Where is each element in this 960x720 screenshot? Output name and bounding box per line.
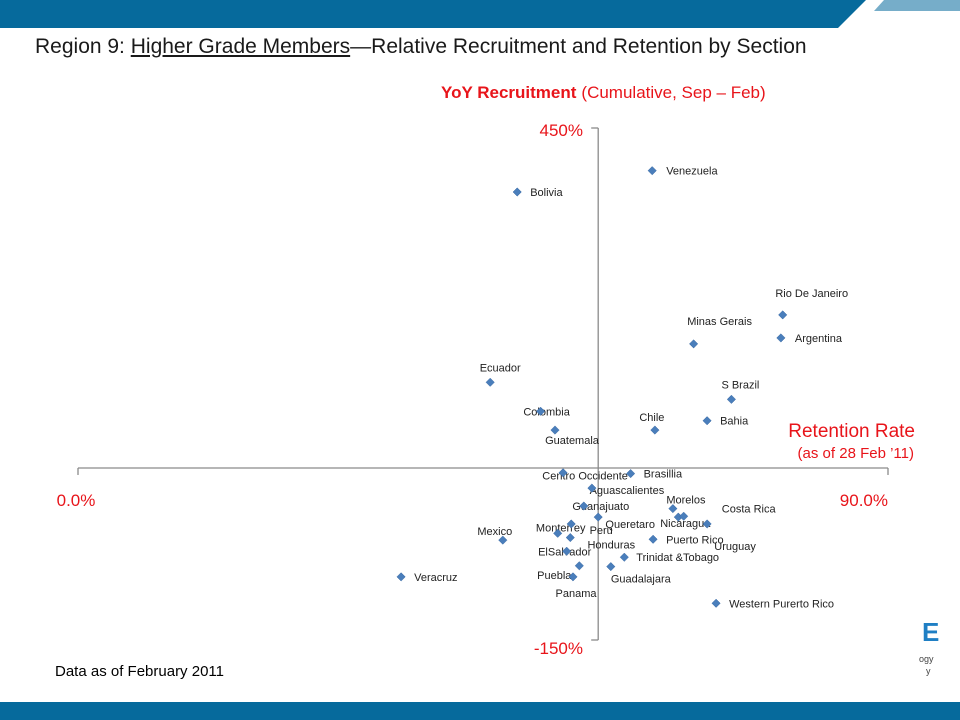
point-marker	[776, 333, 786, 343]
point-marker	[565, 533, 575, 543]
point-label: Aguascalientes	[590, 485, 665, 497]
x-tick-label-left: 0.0%	[57, 491, 96, 510]
point-label: Queretaro	[605, 519, 655, 531]
point-label: Puerto Rico	[666, 534, 723, 546]
point-marker	[550, 425, 560, 435]
point-marker	[702, 519, 712, 529]
top-banner-corner	[874, 0, 960, 11]
y-axis-title-main: YoY Recruitment	[441, 83, 577, 102]
logo-mark: E	[922, 618, 940, 647]
point-marker	[648, 534, 658, 544]
x-axis-title: Retention Rate	[788, 421, 915, 442]
x-tick-label-right: 90.0%	[840, 491, 888, 510]
bottom-banner	[0, 702, 960, 720]
point-marker	[647, 166, 657, 176]
point-marker	[619, 552, 629, 562]
point-label: Ecuador	[480, 362, 521, 374]
point-marker	[689, 339, 699, 349]
point-marker	[668, 504, 678, 514]
point-marker	[650, 425, 660, 435]
point-marker	[396, 572, 406, 582]
point-label: Guatemala	[545, 435, 600, 447]
point-label: Bahia	[720, 416, 749, 428]
point-marker	[587, 483, 597, 493]
point-marker	[593, 512, 603, 522]
point-label: Nicaragua	[660, 518, 711, 530]
y-tick-label-top: 450%	[540, 121, 583, 140]
point-label: Brasillia	[644, 469, 683, 481]
point-label: Mexico	[477, 526, 512, 538]
point-marker	[702, 416, 712, 426]
top-banner	[0, 0, 866, 28]
x-axis-title-note: (as of 28 Feb ’11)	[798, 445, 914, 462]
point-marker	[679, 511, 689, 521]
point-marker	[574, 561, 584, 571]
slide-title-prefix: Region 9:	[35, 35, 131, 58]
axes	[77, 127, 889, 641]
point-label: Trinidat &Tobago	[636, 552, 719, 564]
point-label: Venezuela	[666, 166, 718, 178]
y-tick-label-bottom: -150%	[534, 639, 583, 658]
point-marker	[562, 546, 572, 556]
point-marker	[485, 377, 495, 387]
point-label: Puebla	[537, 570, 572, 582]
point-marker	[711, 598, 721, 608]
logo-text-line-1: ogy	[919, 654, 934, 664]
point-label: Western Purerto Rico	[729, 598, 834, 610]
point-marker	[558, 468, 568, 478]
y-axis-title: YoY Recruitment (Cumulative, Sep – Feb)	[441, 83, 766, 102]
point-label: Veracruz	[414, 572, 457, 584]
point-label: Bolivia	[530, 187, 563, 199]
logo-text-line-2: y	[926, 666, 931, 676]
point-label: S Brazil	[721, 379, 759, 391]
point-label: Peru	[590, 525, 613, 537]
point-label: Uruguay	[714, 541, 756, 553]
point-label: Guanajuato	[572, 501, 629, 513]
partial-logo: E ogy y	[918, 618, 960, 682]
slide-title: Region 9: Higher Grade Members—Relative …	[35, 35, 807, 59]
point-label: Honduras	[587, 540, 635, 552]
point-marker	[579, 501, 589, 511]
point-marker	[536, 406, 546, 416]
point-label: Minas Gerais	[687, 316, 752, 328]
data-date-footnote: Data as of February 2011	[55, 663, 224, 680]
point-marker	[726, 394, 736, 404]
point-label: Rio De Janeiro	[775, 288, 848, 300]
point-label: Morelos	[666, 495, 706, 507]
point-label: Panama	[556, 588, 598, 600]
point-marker	[553, 528, 563, 538]
point-marker	[626, 469, 636, 479]
point-marker	[606, 562, 616, 572]
point-marker	[566, 519, 576, 529]
point-label: Centro Occidente	[542, 471, 628, 483]
slide-title-underlined: Higher Grade Members	[130, 35, 351, 58]
y-axis-title-note: (Cumulative, Sep – Feb)	[581, 83, 765, 102]
point-label: Colombia	[523, 406, 570, 418]
point-markers	[396, 166, 788, 608]
point-marker	[498, 535, 508, 545]
point-labels: Venezuela Bolivia Rio De Janeiro Argentina M…	[414, 166, 848, 611]
point-marker	[568, 572, 578, 582]
point-label: Costa Rica	[722, 503, 777, 515]
point-label: Chile	[639, 412, 664, 424]
point-marker	[512, 187, 522, 197]
point-marker	[778, 310, 788, 320]
slide-title-suffix: —Relative Recruitment and Retention by S…	[350, 35, 807, 58]
point-label: Argentina	[795, 333, 843, 345]
point-label: Guadalajara	[611, 574, 672, 586]
